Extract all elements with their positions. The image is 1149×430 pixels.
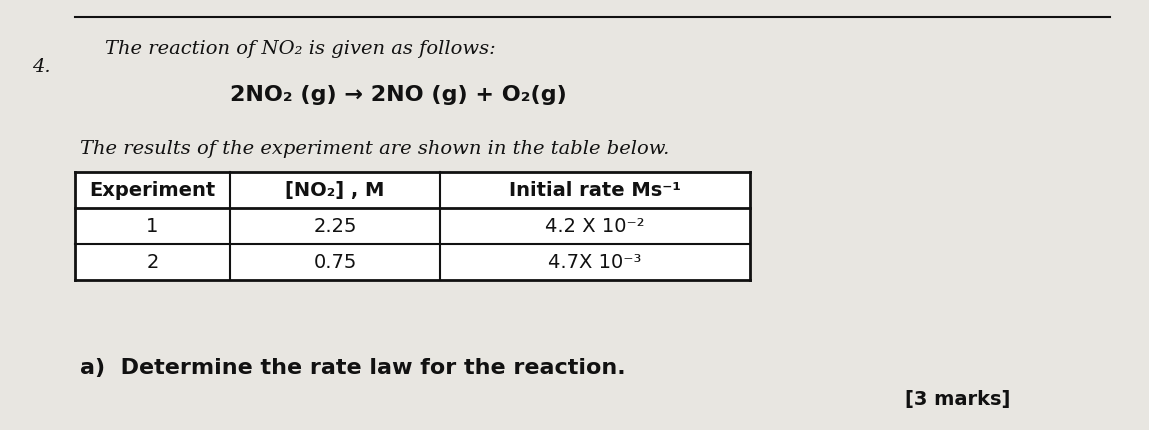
Bar: [75, 172, 750, 280]
Text: [NO₂] , M: [NO₂] , M: [285, 181, 385, 200]
Text: Experiment: Experiment: [90, 181, 216, 200]
Text: 2: 2: [146, 253, 159, 272]
Text: 2NO₂ (g) → 2NO (g) + O₂(g): 2NO₂ (g) → 2NO (g) + O₂(g): [230, 85, 566, 105]
Text: 4.2 X 10⁻²: 4.2 X 10⁻²: [545, 217, 645, 236]
Text: [3 marks]: [3 marks]: [905, 389, 1010, 408]
Text: 1: 1: [146, 217, 159, 236]
Text: 2.25: 2.25: [314, 217, 356, 236]
Text: 4.: 4.: [32, 58, 51, 76]
Text: The results of the experiment are shown in the table below.: The results of the experiment are shown …: [80, 140, 670, 158]
Text: 4.7X 10⁻³: 4.7X 10⁻³: [548, 253, 641, 272]
Text: The reaction of NO₂ is given as follows:: The reaction of NO₂ is given as follows:: [105, 40, 495, 58]
Text: a)  Determine the rate law for the reaction.: a) Determine the rate law for the reacti…: [80, 357, 625, 377]
Text: 0.75: 0.75: [314, 253, 356, 272]
Text: Initial rate Ms⁻¹: Initial rate Ms⁻¹: [509, 181, 681, 200]
